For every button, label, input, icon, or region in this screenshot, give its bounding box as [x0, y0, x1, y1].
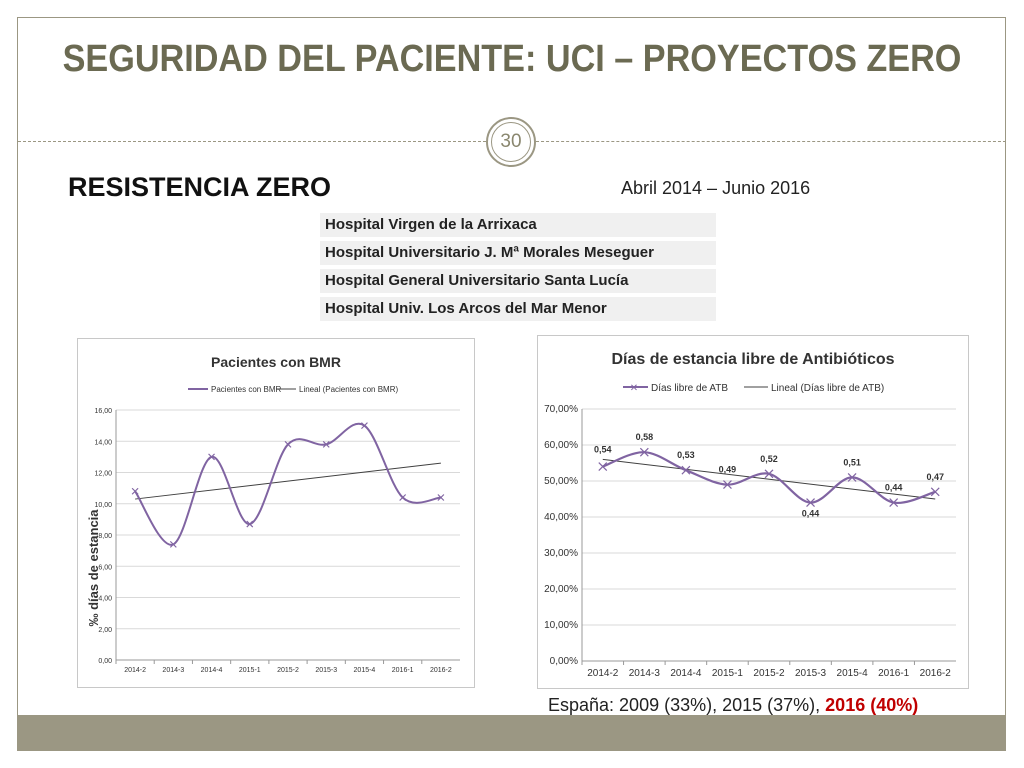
- hospital-row: Hospital Univ. Los Arcos del Mar Menor: [320, 297, 716, 321]
- x-tick-label: 2014-3: [162, 667, 184, 674]
- data-label: 0,51: [843, 457, 861, 467]
- y-tick-label: 14,00: [94, 439, 112, 446]
- x-tick-label: 2014-2: [124, 667, 146, 674]
- x-tick-label: 2015-4: [837, 668, 869, 679]
- data-point: [208, 453, 215, 461]
- hospital-row: Hospital Virgen de la Arrixaca: [320, 213, 716, 237]
- y-tick-label: 40,00%: [544, 512, 578, 523]
- x-tick-label: 2016-1: [878, 668, 910, 679]
- y-tick-label: 8,00: [98, 533, 112, 540]
- y-tick-label: 30,00%: [544, 548, 578, 559]
- data-point: [437, 494, 445, 501]
- data-point: [723, 480, 732, 490]
- x-tick-label: 2016-1: [392, 667, 414, 674]
- y-tick-label: 2,00: [98, 627, 112, 634]
- y-tick-label: 4,00: [98, 596, 112, 603]
- data-label: 0,44: [885, 483, 903, 493]
- chart-legend: Pacientes con BMR Lineal (Pacientes con …: [188, 385, 398, 394]
- series-line: [134, 422, 442, 546]
- data-point: [847, 472, 857, 482]
- divider-right: [536, 141, 1006, 142]
- y-tick-label: 60,00%: [544, 440, 578, 451]
- data-label: 0,49: [719, 465, 737, 475]
- slide-number: 30: [491, 122, 531, 162]
- x-tick-label: 2016-2: [920, 668, 952, 679]
- data-point: [639, 447, 649, 457]
- data-point: [322, 440, 330, 448]
- y-tick-label: 50,00%: [544, 476, 578, 487]
- slide-title: SEGURIDAD DEL PACIENTE: UCI – PROYECTOS …: [62, 38, 962, 80]
- chart-title: Pacientes con BMR: [211, 354, 341, 370]
- x-tick-label: 2015-2: [753, 668, 785, 679]
- data-point: [764, 469, 774, 479]
- data-point: [131, 487, 139, 495]
- data-label: 0,54: [594, 445, 612, 455]
- slide-number-badge: 30: [486, 117, 536, 167]
- chart-bmr: Pacientes con BMR Pacientes con BMR Line…: [77, 338, 475, 688]
- data-label: 0,47: [926, 472, 944, 482]
- data-point: [598, 462, 608, 472]
- trend-line: [602, 458, 936, 500]
- bottom-bar: [17, 715, 1006, 751]
- x-tick-label: 2015-4: [354, 667, 376, 674]
- y-tick-label: 6,00: [98, 564, 112, 571]
- data-point: [681, 465, 691, 475]
- footer-stats: España: 2009 (33%), 2015 (37%), 2016 (40…: [548, 695, 918, 716]
- x-tick-label: 2015-1: [239, 667, 261, 674]
- period-label: Abril 2014 – Junio 2016: [621, 178, 811, 198]
- legend-trend-label: Lineal (Días libre de ATB): [771, 383, 884, 394]
- data-label: 0,44: [802, 509, 820, 519]
- legend-series-label: Pacientes con BMR: [211, 385, 281, 394]
- x-tick-label: 2014-3: [629, 668, 661, 679]
- x-tick-label: 2014-4: [670, 668, 702, 679]
- chart-title: Días de estancia libre de Antibióticos: [611, 351, 894, 368]
- legend-trend-label: Lineal (Pacientes con BMR): [299, 385, 398, 394]
- x-tick-label: 2016-2: [430, 667, 452, 674]
- y-tick-label: 16,00: [94, 408, 112, 415]
- x-tick-label: 2014-2: [587, 668, 619, 679]
- legend-series-marker: ✕: [630, 383, 638, 394]
- data-label: 0,53: [677, 450, 695, 460]
- y-tick-label: 10,00: [94, 502, 112, 509]
- footer-stats-prefix: España: 2009 (33%), 2015 (37%),: [548, 695, 826, 715]
- chart-legend: ✕ Días libre de ATB Lineal (Días libre d…: [623, 383, 884, 394]
- trend-line: [135, 462, 441, 500]
- data-label: 0,52: [760, 454, 778, 464]
- x-tick-label: 2015-2: [277, 667, 299, 674]
- y-axis-label: ‰ días de estancia: [86, 509, 101, 627]
- data-point: [889, 498, 899, 508]
- hospital-row: Hospital Universitario J. Mª Morales Mes…: [320, 241, 716, 265]
- x-tick-label: 2015-1: [712, 668, 744, 679]
- y-tick-label: 12,00: [94, 471, 112, 478]
- y-tick-label: 0,00%: [550, 656, 578, 667]
- data-point: [806, 498, 815, 508]
- divider-left: [18, 141, 486, 142]
- y-tick-label: 0,00: [98, 658, 112, 665]
- data-point: [169, 540, 177, 548]
- x-tick-label: 2014-4: [201, 667, 223, 674]
- chart-bmr-svg: Pacientes con BMR Pacientes con BMR Line…: [86, 354, 460, 674]
- hospital-row: Hospital General Universitario Santa Luc…: [320, 269, 716, 293]
- y-tick-label: 70,00%: [544, 404, 578, 415]
- footer-stats-highlight: 2016 (40%): [825, 695, 919, 715]
- data-point: [930, 487, 940, 497]
- data-label: 0,58: [636, 432, 654, 442]
- chart-atb: Días de estancia libre de Antibióticos ✕…: [537, 335, 969, 689]
- data-point: [246, 520, 254, 528]
- section-title: RESISTENCIA ZERO: [68, 172, 332, 202]
- y-tick-label: 10,00%: [544, 620, 578, 631]
- data-point: [399, 494, 407, 501]
- x-tick-label: 2015-3: [795, 668, 827, 679]
- legend-series-label: Días libre de ATB: [651, 383, 728, 394]
- y-tick-label: 20,00%: [544, 584, 578, 595]
- chart-atb-svg: Días de estancia libre de Antibióticos ✕…: [544, 351, 956, 679]
- hospital-list: Hospital Virgen de la Arrixaca Hospital …: [320, 213, 716, 325]
- data-point: [284, 440, 292, 448]
- x-tick-label: 2015-3: [315, 667, 337, 674]
- data-point: [361, 422, 368, 430]
